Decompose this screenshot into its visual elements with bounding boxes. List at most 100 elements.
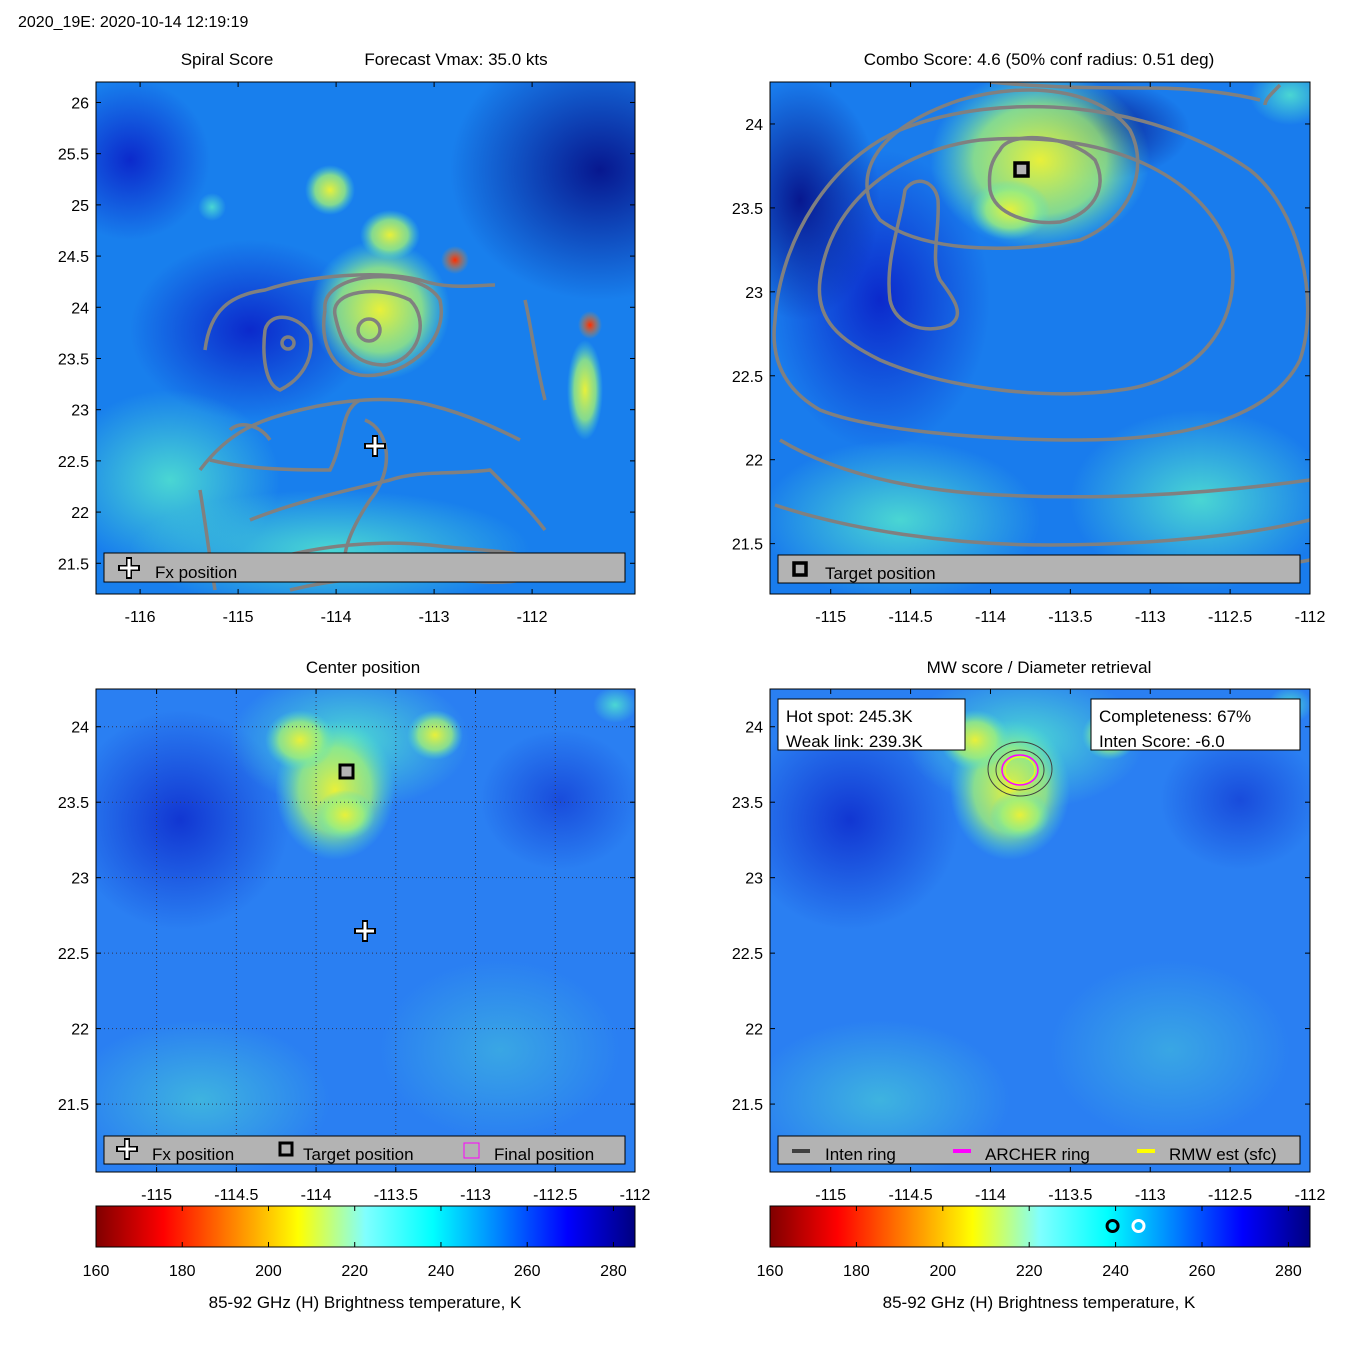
panel-title-center: Center position xyxy=(306,658,420,677)
combo-legend: Target position xyxy=(777,554,1301,584)
x-tick-label: -113.5 xyxy=(374,1187,418,1204)
colorbar-right-ticks: 160 180 200 220 240 260 280 xyxy=(757,1206,1302,1280)
panel-title-mw: MW score / Diameter retrieval xyxy=(927,658,1152,677)
panel-combo-score: Combo Score: 4.6 (50% conf radius: 0.51 … xyxy=(732,50,1326,626)
y-tick-label: 22.5 xyxy=(58,946,89,963)
legend-label-fx: Fx position xyxy=(155,563,237,582)
x-tick-label: -115 xyxy=(223,609,254,626)
panel-title-combo: Combo Score: 4.6 (50% conf radius: 0.51 … xyxy=(864,50,1215,69)
x-tick-label: -113 xyxy=(460,1187,491,1204)
legend-label-target: Target position xyxy=(303,1145,414,1164)
y-tick-label: 23.5 xyxy=(58,795,89,812)
x-tick-label: -113 xyxy=(419,609,450,626)
legend-label-rmw: RMW est (sfc) xyxy=(1169,1145,1277,1164)
panel-subtitle-vmax: Forecast Vmax: 35.0 kts xyxy=(364,50,547,69)
center-axes: -115 -114.5 -114 -113.5 -113 -112.5 -112 21.5 22… xyxy=(58,689,651,1204)
x-tick-label: -115 xyxy=(815,609,846,626)
y-tick-label: 22 xyxy=(745,453,763,470)
x-tick-label: -116 xyxy=(125,609,156,626)
y-tick-label: 21.5 xyxy=(732,1097,763,1114)
magenta-square-icon xyxy=(463,1142,480,1159)
panel-title-spiral: Spiral Score xyxy=(181,50,274,69)
colorbar-tick-label: 180 xyxy=(169,1263,196,1280)
mw-rings xyxy=(987,741,1053,797)
colorbar-tick-label: 260 xyxy=(514,1263,541,1280)
mw-heatmap xyxy=(770,689,1310,1172)
panel-center-position: Center position xyxy=(58,658,651,1204)
colorbar-tick-label: 220 xyxy=(1016,1263,1043,1280)
y-tick-label: 23.5 xyxy=(58,351,89,368)
spiral-axes: -116 -115 -114 -113 -112 21.5 22 22.5 23 23.5 24 24… xyxy=(58,82,635,626)
x-tick-label: -115 xyxy=(141,1187,172,1204)
mw-axes: -115 -114.5 -114 -113.5 -113 -112.5 -112 21.5 22… xyxy=(732,689,1326,1204)
x-tick-label: -114.5 xyxy=(888,1187,932,1204)
x-tick-label: -113.5 xyxy=(1048,609,1092,626)
y-tick-label: 22 xyxy=(71,505,89,522)
mw-legend: Inten ring ARCHER ring RMW est (sfc) xyxy=(777,1135,1301,1165)
colorbar-left: 160 180 200 220 240 260 280 85-92 GHz (H) Brig… xyxy=(83,1205,636,1312)
inten-score-text: Inten Score: -6.0 xyxy=(1099,732,1225,751)
colorbar-tick-label: 180 xyxy=(843,1263,870,1280)
colorbar-tick-label: 220 xyxy=(341,1263,368,1280)
colorbar-tick-label: 160 xyxy=(83,1263,110,1280)
colorbar-tick-label: 200 xyxy=(255,1263,282,1280)
x-tick-label: -115 xyxy=(815,1187,846,1204)
mw-info-box-left: Hot spot: 245.3K Weak link: 239.3K xyxy=(777,698,966,751)
x-tick-label: -112 xyxy=(620,1187,651,1204)
combo-heatmap xyxy=(770,82,1310,594)
x-tick-label: -112 xyxy=(517,609,548,626)
square-icon xyxy=(278,1141,294,1157)
colorbar-right-markers xyxy=(1105,1219,1146,1233)
y-tick-label: 25 xyxy=(71,198,89,215)
panel-spiral-score: Spiral Score Forecast Vmax: 35.0 kts xyxy=(58,50,636,626)
plus-icon xyxy=(118,557,140,579)
legend-box xyxy=(777,554,1301,584)
spiral-legend: Fx position xyxy=(103,552,626,583)
colorbar-tick-label: 200 xyxy=(929,1263,956,1280)
y-tick-label: 26 xyxy=(71,95,89,112)
x-tick-label: -112 xyxy=(1295,1187,1326,1204)
colorbar-tick-label: 260 xyxy=(1189,1263,1216,1280)
legend-box xyxy=(777,1135,1301,1165)
y-tick-label: 24 xyxy=(745,720,763,737)
y-tick-label: 21.5 xyxy=(732,537,763,554)
figure-title: 2020_19E: 2020-10-14 12:19:19 xyxy=(18,14,249,31)
legend-label-target: Target position xyxy=(825,564,936,583)
panel-mw-score: MW score / Diameter retrieval Hot spot: … xyxy=(732,658,1326,1204)
x-tick-label: -113.5 xyxy=(1048,1187,1092,1204)
y-tick-label: 23 xyxy=(71,871,89,888)
y-tick-label: 24 xyxy=(71,300,89,317)
x-tick-label: -112.5 xyxy=(1208,1187,1252,1204)
colorbar-right-label: 85-92 GHz (H) Brightness temperature, K xyxy=(883,1293,1196,1312)
colorbar-left-label: 85-92 GHz (H) Brightness temperature, K xyxy=(209,1293,522,1312)
x-tick-label: -113 xyxy=(1135,1187,1166,1204)
weak-link-text: Weak link: 239.3K xyxy=(786,732,923,751)
y-tick-label: 21.5 xyxy=(58,1097,89,1114)
colorbar-tick-label: 280 xyxy=(1275,1263,1302,1280)
x-tick-label: -114 xyxy=(975,609,1006,626)
colorbar-tick-label: 280 xyxy=(600,1263,627,1280)
x-tick-label: -114 xyxy=(321,609,352,626)
legend-label-inten-ring: Inten ring xyxy=(825,1145,896,1164)
legend-box xyxy=(103,1135,626,1165)
y-tick-label: 22 xyxy=(745,1022,763,1039)
y-tick-label: 21.5 xyxy=(58,556,89,573)
x-tick-label: -112 xyxy=(1295,609,1326,626)
legend-label-final: Final position xyxy=(494,1145,594,1164)
x-tick-label: -112.5 xyxy=(533,1187,577,1204)
combo-axes: -115 -114.5 -114 -113.5 -113 -112.5 -112 21.5 22… xyxy=(732,82,1326,626)
completeness-text: Completeness: 67% xyxy=(1099,707,1251,726)
combo-target-marker xyxy=(1013,161,1030,178)
x-tick-label: -114.5 xyxy=(214,1187,258,1204)
colorbar-right: 160 180 200 220 240 260 280 85-92 GHz (H) Brig… xyxy=(757,1205,1311,1312)
square-icon xyxy=(792,561,808,577)
hot-spot-text: Hot spot: 245.3K xyxy=(786,707,913,726)
x-tick-label: -113 xyxy=(1135,609,1166,626)
y-tick-label: 22 xyxy=(71,1022,89,1039)
y-tick-label: 22.5 xyxy=(732,946,763,963)
x-tick-label: -112.5 xyxy=(1208,609,1252,626)
x-tick-label: -114 xyxy=(975,1187,1006,1204)
y-tick-label: 23.5 xyxy=(732,201,763,218)
colorbar-marker xyxy=(1105,1219,1120,1233)
